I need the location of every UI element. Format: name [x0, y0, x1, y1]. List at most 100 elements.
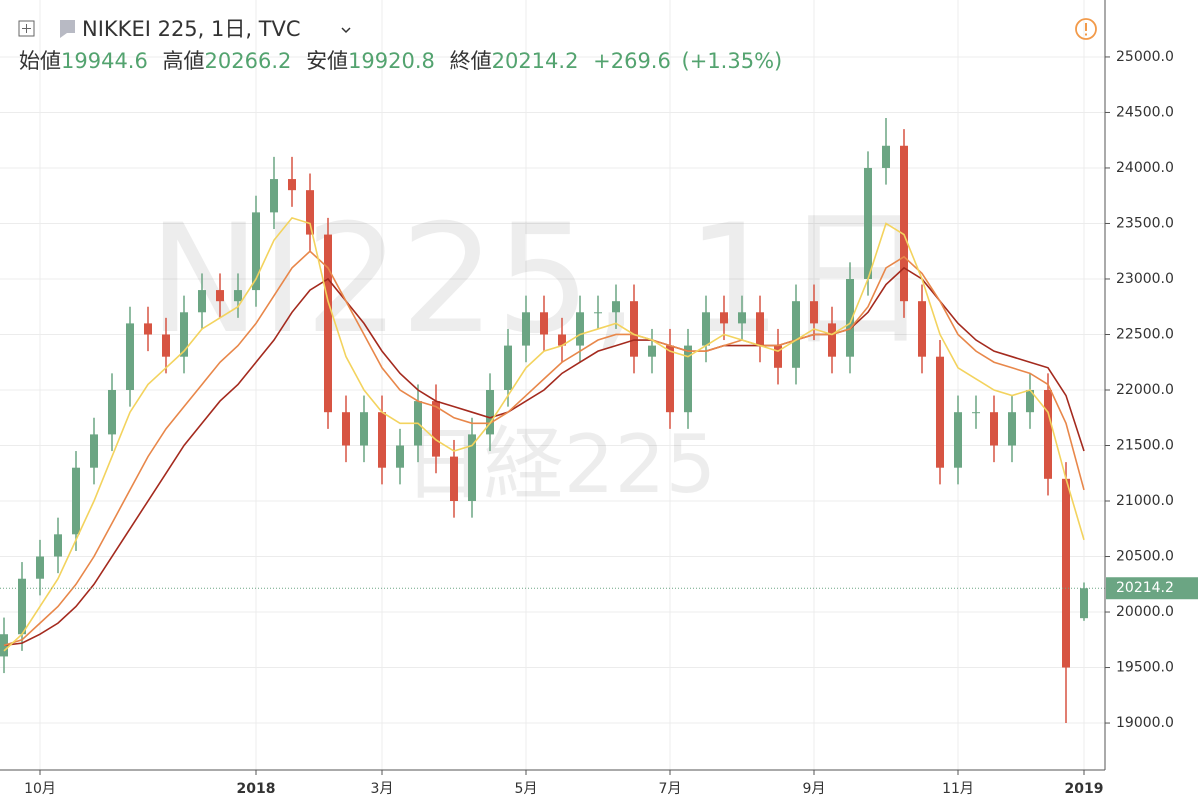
y-tick-label: 21500.0 [1116, 438, 1174, 454]
y-tick-label: 24000.0 [1116, 160, 1174, 176]
high-label: 高値 [163, 49, 205, 73]
change-pct: (+1.35%) [682, 49, 783, 73]
add-icon-cross [22, 24, 31, 33]
y-tick-label: 20000.0 [1116, 604, 1174, 620]
candle-body [594, 312, 602, 314]
candle-body [90, 434, 98, 468]
candle-body [1026, 389, 1034, 413]
low-label: 安値 [306, 49, 348, 73]
y-tick-label: 22000.0 [1116, 382, 1174, 398]
flag-icon [60, 20, 75, 38]
y-tick-label: 20500.0 [1116, 549, 1174, 565]
candle-body [990, 412, 998, 446]
y-tick-label: 19500.0 [1116, 660, 1174, 676]
x-tick-label: 3月 [371, 781, 394, 797]
candle-body [468, 434, 476, 502]
candle-body [954, 412, 962, 468]
alert-icon[interactable] [1075, 18, 1097, 40]
candle-body [702, 312, 710, 346]
candle-body [774, 345, 782, 368]
dropdown-icon[interactable] [341, 27, 351, 34]
candle-body [342, 412, 350, 446]
axes: 19000.0 19500.0 20000.0 20500.0 21000.0 21500… [24, 49, 1198, 797]
candle-body [270, 179, 278, 213]
candle-body [756, 312, 764, 346]
x-tick-label: 11月 [942, 781, 974, 797]
low-value: 19920.8 [348, 49, 435, 73]
candle-body [450, 456, 458, 502]
y-tick-label: 19000.0 [1116, 715, 1174, 731]
candle-body [432, 401, 440, 457]
watermark-main: NI225, 1日 [148, 193, 932, 367]
candle-body [612, 301, 620, 313]
add-icon[interactable] [18, 20, 35, 37]
x-tick-label: 7月 [659, 781, 682, 797]
candle-body [972, 412, 980, 414]
plot [0, 118, 1105, 724]
candle-body [810, 301, 818, 324]
candle-body [882, 145, 890, 168]
candle-body [936, 356, 944, 468]
open-value: 19944.6 [61, 49, 148, 73]
y-tick-label: 21000.0 [1116, 493, 1174, 509]
candle-body [108, 389, 116, 435]
candle-body [504, 345, 512, 390]
last-price-box [1106, 577, 1198, 600]
candle-body [162, 334, 170, 357]
candle-body [918, 301, 926, 357]
candle-body [864, 167, 872, 279]
candle-body [378, 412, 386, 468]
x-tick-label: 5月 [515, 781, 538, 797]
x-tick-label: 2019 [1065, 781, 1104, 797]
x-tick-label: 2018 [237, 781, 276, 797]
candle-body [216, 290, 224, 302]
change: +269.6 [593, 49, 671, 73]
candle-body [1008, 412, 1016, 446]
y-tick-label: 24500.0 [1116, 104, 1174, 120]
moving-average [3, 250, 1085, 647]
candle-body [198, 290, 206, 313]
candle-body [576, 312, 584, 346]
candle-body [306, 190, 314, 235]
candle-body [666, 345, 674, 413]
high-value: 20266.2 [205, 49, 292, 73]
symbol[interactable]: NIKKEI 225, 1日, TVC [82, 17, 301, 41]
candle-body [54, 534, 62, 557]
candle-body [486, 389, 494, 435]
candle-body [720, 312, 728, 324]
y-tick-label: 23500.0 [1116, 215, 1174, 231]
candle-body [126, 323, 134, 390]
candle-body [36, 556, 44, 579]
candle-body [288, 179, 296, 191]
candle-body [828, 323, 836, 357]
candle-body [324, 234, 332, 413]
candle-body [684, 345, 692, 413]
x-tick-label: 10月 [24, 781, 56, 797]
candle-body [630, 301, 638, 357]
candle-body [648, 345, 656, 357]
candle-body [180, 312, 188, 357]
candle-body [72, 467, 80, 535]
candle-body [792, 301, 800, 368]
y-tick-label: 25000.0 [1116, 49, 1174, 65]
candle-body [396, 445, 404, 468]
candle-body [900, 145, 908, 302]
ohlc-line: 始値19944.6 高値20266.2 安値19920.8 終値20214.2 … [19, 49, 782, 73]
open-label: 始値 [19, 49, 61, 73]
candle-body [1044, 389, 1052, 479]
header: NIKKEI 225, 1日, TVC 始値19944.6 高値20266.2 … [18, 17, 1097, 73]
candle-body [846, 278, 854, 357]
candle-body [144, 323, 152, 335]
candle-body [252, 212, 260, 291]
candle-body [1062, 478, 1070, 668]
close-label: 終値 [450, 49, 492, 73]
moving-average [3, 216, 1085, 652]
y-tick-label: 22500.0 [1116, 326, 1174, 342]
y-tick-label: 23000.0 [1116, 271, 1174, 287]
candle-body [234, 290, 242, 302]
moving-average [3, 266, 1085, 647]
candle-body [522, 312, 530, 346]
x-tick-label: 9月 [803, 781, 826, 797]
